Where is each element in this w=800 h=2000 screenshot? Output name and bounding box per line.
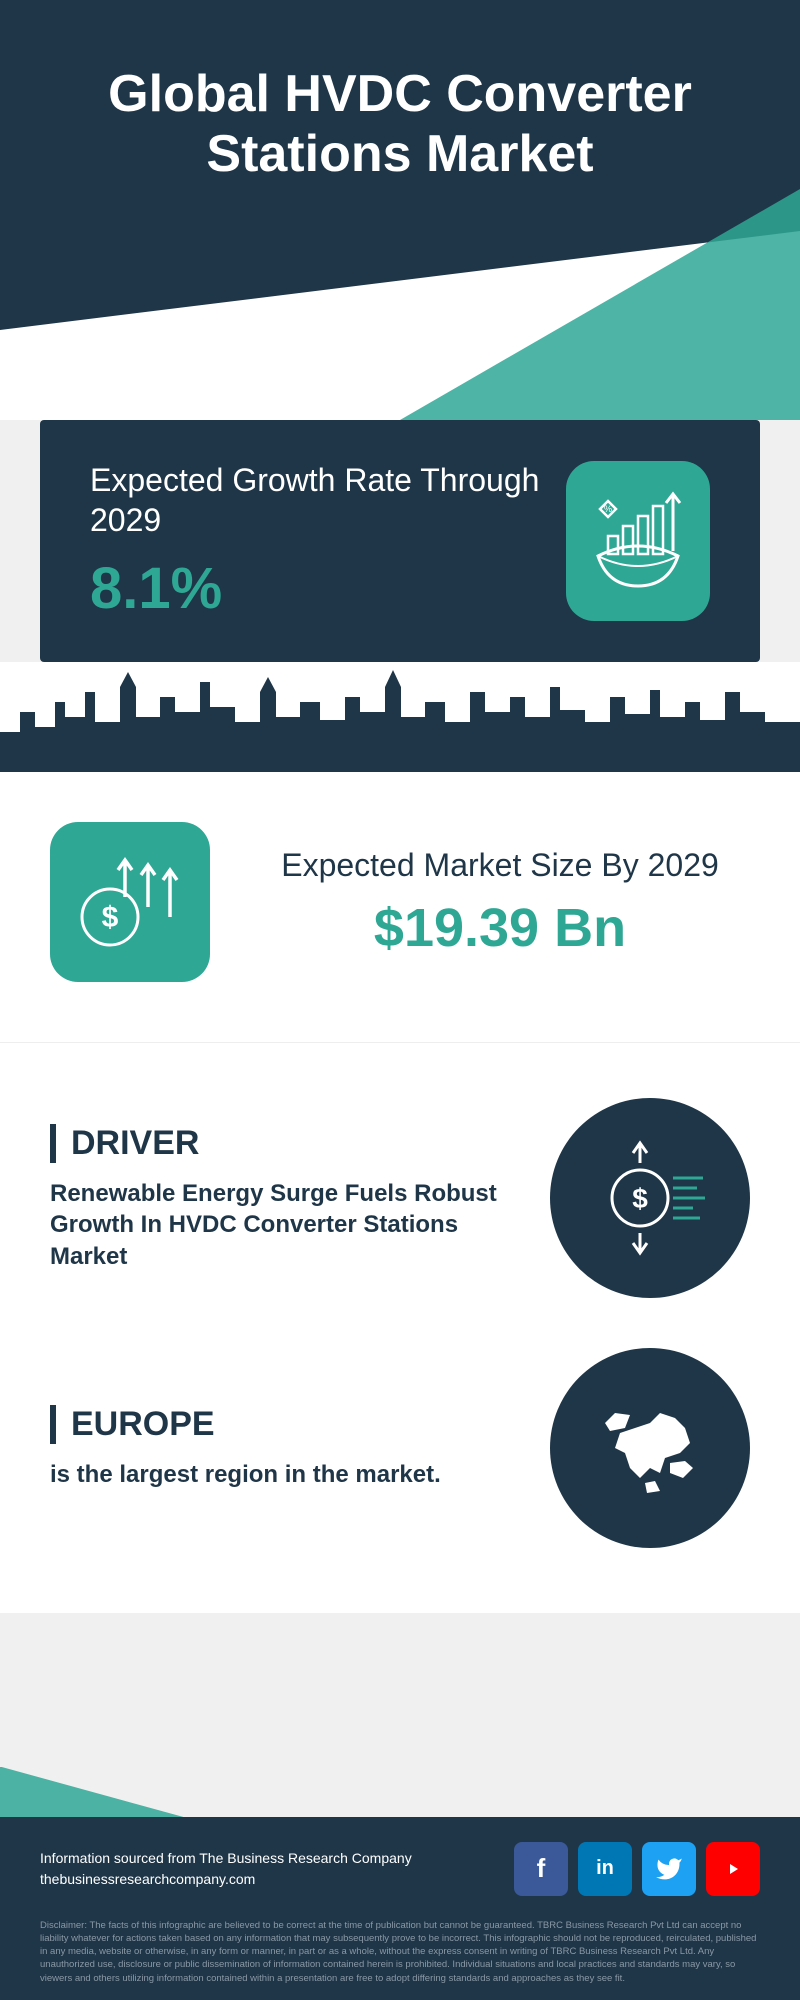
social-icons: f in [514,1842,760,1896]
city-skyline-divider [0,662,800,772]
growth-chart-icon: % [566,461,710,621]
dollar-arrows-icon: $ [70,842,190,962]
driver-text: DRIVER Renewable Energy Surge Fuels Robu… [50,1124,550,1272]
dollar-transfer-icon: $ [585,1133,715,1263]
footer: Information sourced from The Business Re… [0,1767,800,2000]
growth-value: 8.1% [90,555,566,622]
market-size-panel: $ Expected Market Size By 2029 $19.39 Bn [0,772,800,1042]
market-text-block: Expected Market Size By 2029 $19.39 Bn [250,845,750,959]
svg-text:$: $ [632,1183,648,1214]
growth-rate-panel: Expected Growth Rate Through 2029 8.1% % [40,420,760,662]
header-section: Global HVDC Converter Stations Market [0,0,800,420]
svg-text:%: % [604,504,612,514]
region-text: EUROPE is the largest region in the mark… [50,1405,550,1490]
youtube-icon[interactable] [706,1842,760,1896]
market-label: Expected Market Size By 2029 [250,845,750,885]
svg-text:$: $ [102,901,119,934]
driver-circle-icon: $ [550,1098,750,1298]
region-row: EUROPE is the largest region in the mark… [50,1323,750,1573]
facebook-icon[interactable]: f [514,1842,568,1896]
disclaimer-text: Disclaimer: The facts of this infographi… [0,1911,800,2000]
growth-label: Expected Growth Rate Through 2029 [90,460,566,540]
footer-info: Information sourced from The Business Re… [40,1848,412,1890]
europe-map-icon [575,1373,725,1523]
chart-globe-icon: % [578,481,698,601]
driver-row: DRIVER Renewable Energy Surge Fuels Robu… [50,1073,750,1323]
source-line: Information sourced from The Business Re… [40,1848,412,1869]
driver-desc: Renewable Energy Surge Fuels Robust Grow… [50,1178,520,1272]
twitter-icon[interactable] [642,1842,696,1896]
market-size-icon-box: $ [50,822,210,982]
growth-text-block: Expected Growth Rate Through 2029 8.1% [90,460,566,622]
region-desc: is the largest region in the market. [50,1459,520,1490]
info-section: DRIVER Renewable Energy Surge Fuels Robu… [0,1042,800,1613]
page-title: Global HVDC Converter Stations Market [0,65,800,185]
region-title: EUROPE [50,1405,520,1444]
footer-dark-bar: Information sourced from The Business Re… [0,1817,800,1911]
market-value: $19.39 Bn [250,897,750,959]
linkedin-icon[interactable]: in [578,1842,632,1896]
region-circle-icon [550,1348,750,1548]
source-site: thebusinessresearchcompany.com [40,1869,412,1890]
driver-title: DRIVER [50,1124,520,1163]
